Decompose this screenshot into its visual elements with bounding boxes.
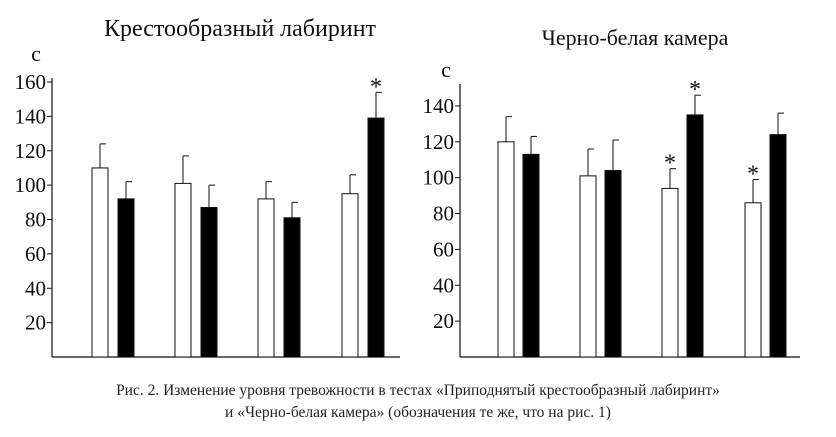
chart2-y-tick-label: 80 (433, 202, 454, 226)
figure: Крестообразный лабиринт с 20 40 60 80 100 120 14… (15, 16, 800, 358)
chart2-bar-series1-group4 (744, 202, 762, 358)
chart1-title: Крестообразный лабиринт (104, 16, 377, 42)
chart2-bar-series1-group3 (661, 187, 679, 358)
chart2-bar-series2-group2 (604, 169, 622, 358)
chart2-title: Черно-белая камера (542, 25, 729, 50)
chart2-y-tick-label: 120 (423, 130, 455, 154)
chart2-bar-series2-group4 (769, 134, 787, 358)
chart1-bar-series2-group3 (283, 217, 301, 358)
chart1-y-tick-label: 60 (25, 242, 46, 266)
chart1-bar-series1-group3 (257, 198, 275, 358)
chart2-bar-series1-group1 (497, 141, 515, 358)
chart1-y-tick-label: 120 (15, 139, 47, 163)
chart2-bar-series1-group2 (579, 175, 597, 358)
chart2-y-tick-label: 100 (423, 166, 455, 190)
chart2-y-axis-label: с (441, 57, 451, 82)
chart2-significance-star: * (747, 161, 759, 187)
chart2-significance-star: * (689, 77, 701, 103)
chart2-y-tick-label: 140 (423, 94, 455, 118)
chart1-bar-series2-group1 (117, 198, 135, 358)
chart1-bar-series2-group2 (200, 206, 218, 358)
chart1-y-tick-label: 100 (15, 173, 47, 197)
figure-caption-line-2: и «Черно-белая камера» (обозначения те ж… (225, 404, 611, 421)
figure-caption-line-1: Рис. 2. Изменение уровня тревожности в т… (116, 382, 720, 399)
chart1-bar-series1-group1 (91, 167, 109, 358)
chart2-bar-series2-group3 (686, 114, 704, 358)
chart1-y-axis-label: с (31, 41, 41, 66)
chart1-bar-series1-group4 (341, 193, 359, 358)
chart1-y-tick-label: 160 (15, 70, 47, 94)
chart2-y-tick-label: 20 (433, 309, 454, 333)
chart1-y-tick-label: 20 (25, 311, 46, 335)
chart1-bar-series2-group4 (367, 117, 385, 358)
chart1-bar-series1-group2 (174, 182, 192, 358)
chart1-y-tick-label: 140 (15, 104, 47, 128)
chart1-significance-star: * (370, 74, 382, 100)
chart2-significance-star: * (664, 151, 676, 177)
chart1-y-tick-label: 80 (25, 208, 46, 232)
chart2-y-tick-label: 60 (433, 237, 454, 261)
chart2-y-tick-label: 40 (433, 273, 454, 297)
chart1-y-tick-label: 40 (25, 276, 46, 300)
chart2-bar-series2-group1 (522, 153, 540, 358)
